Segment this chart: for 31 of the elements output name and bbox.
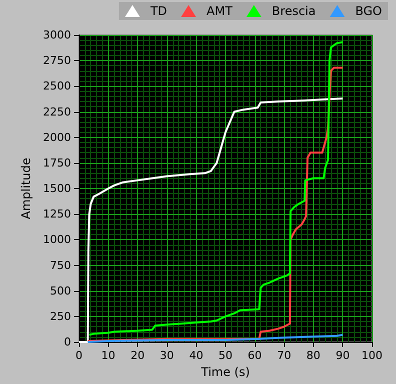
legend-label: AMT — [206, 4, 234, 18]
legend-label: TD — [149, 4, 168, 18]
x-tick-label: 90 — [336, 349, 350, 362]
x-tick-label: 50 — [218, 349, 232, 362]
legend-label: Brescia — [272, 4, 316, 18]
x-tick-label: 30 — [160, 349, 174, 362]
x-tick-label: 70 — [277, 349, 292, 362]
x-axis-title: Time (s) — [200, 365, 250, 379]
x-tick-label: 20 — [130, 349, 145, 362]
y-tick-label: 2250 — [43, 105, 71, 118]
y-tick-label: 750 — [50, 258, 71, 272]
x-tick-label: 10 — [101, 349, 116, 362]
y-tick-label: 1250 — [43, 208, 71, 221]
x-tick-label: 80 — [306, 349, 320, 362]
y-tick-label: 500 — [50, 284, 71, 298]
y-tick-label: 2500 — [43, 80, 71, 93]
y-tick-label: 1000 — [43, 233, 71, 246]
y-tick-label: 1500 — [43, 182, 71, 195]
legend-label: BGO — [355, 4, 382, 18]
x-tick-label: 100 — [362, 349, 382, 362]
y-axis-title: Amplitude — [19, 158, 34, 220]
y-tick-label: 1750 — [43, 156, 71, 170]
x-tick-label: 40 — [189, 349, 204, 362]
x-tick-label: 60 — [248, 349, 262, 362]
y-tick-label: 0 — [64, 336, 71, 348]
y-tick-label: 2000 — [43, 130, 71, 144]
y-tick-label: 2750 — [43, 54, 71, 68]
y-tick-label: 250 — [50, 310, 71, 323]
line-series — [86, 334, 344, 343]
y-tick-label: 3000 — [43, 28, 71, 42]
x-tick-label: 0 — [76, 349, 82, 362]
